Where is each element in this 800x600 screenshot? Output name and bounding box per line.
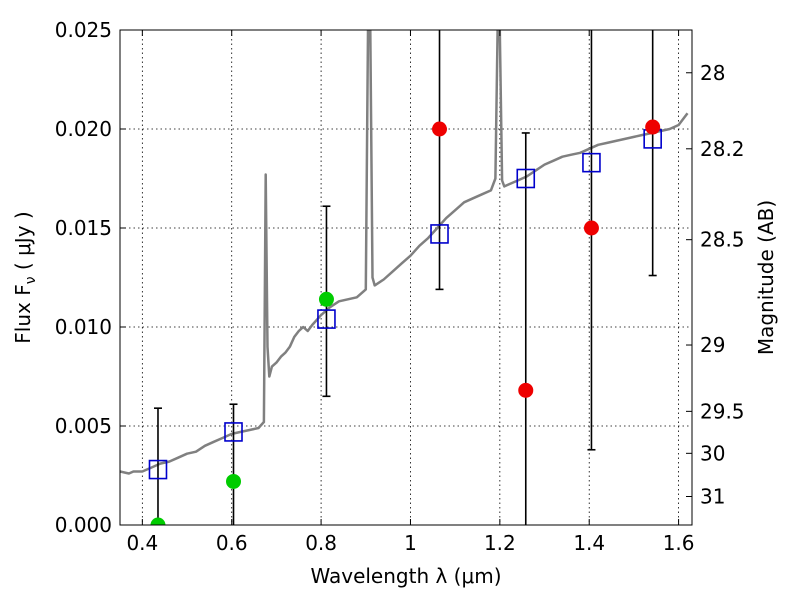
model-box xyxy=(430,224,449,244)
right-tick-label: 29.5 xyxy=(700,399,745,423)
x-tick-label: 1.4 xyxy=(573,531,605,555)
red-point xyxy=(583,220,599,236)
right-tick-label: 28.2 xyxy=(700,137,745,161)
model-box xyxy=(516,168,536,189)
y-tick-label: 0.015 xyxy=(55,216,112,240)
plot-area xyxy=(120,30,689,525)
sed-line xyxy=(120,30,689,475)
right-axis-label: Magnitude (AB) xyxy=(754,200,778,355)
right-tick-label: 29 xyxy=(700,333,725,357)
y-tick-label: 0.025 xyxy=(55,18,112,42)
y-tick-label: 0.010 xyxy=(55,315,112,339)
y-tick-label: 0.005 xyxy=(55,414,112,438)
model-box xyxy=(317,309,336,329)
green-point xyxy=(318,291,334,307)
model-box xyxy=(148,459,168,480)
right-tick-label: 28.5 xyxy=(700,228,745,252)
y-axis-label-group: Flux Fν ( μJy ) xyxy=(11,211,39,343)
x-axis-label: Wavelength λ (μm) xyxy=(310,564,501,588)
right-tick-label: 28 xyxy=(700,61,725,85)
grid xyxy=(120,30,692,525)
red-point xyxy=(432,121,448,137)
x-tick-label: 0.6 xyxy=(216,531,248,555)
red-point xyxy=(645,119,661,135)
y-axis-label: Flux Fν ( μJy ) xyxy=(11,211,39,343)
right-tick-label: 30 xyxy=(700,441,725,465)
y-tick-label: 0.020 xyxy=(55,117,112,141)
axis-ticks: 0.4 0.6 0.8 1 1.2 1.4 1.6 0.000 0.005 0.010 0.015 0… xyxy=(55,18,745,555)
right-tick-label: 31 xyxy=(700,484,725,508)
x-tick-label: 0.8 xyxy=(305,531,337,555)
x-tick-label: 1 xyxy=(404,531,417,555)
green-point xyxy=(150,517,166,525)
x-tick-label: 1.6 xyxy=(663,531,695,555)
y-tick-label: 0.000 xyxy=(55,513,112,537)
model-box xyxy=(582,152,601,173)
red-point xyxy=(518,382,534,398)
x-tick-label: 1.2 xyxy=(484,531,516,555)
green-point xyxy=(226,473,242,489)
x-tick-label: 0.4 xyxy=(126,531,158,555)
plot-frame xyxy=(119,29,693,526)
model-box xyxy=(224,422,243,442)
